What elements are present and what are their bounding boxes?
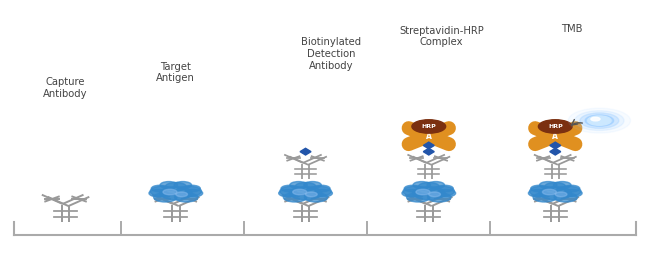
Circle shape	[314, 185, 330, 192]
Text: Streptavidin-HRP
Complex: Streptavidin-HRP Complex	[399, 26, 484, 47]
Text: Capture
Antibody: Capture Antibody	[44, 77, 88, 99]
Polygon shape	[550, 148, 561, 155]
Circle shape	[585, 115, 614, 126]
Circle shape	[280, 186, 305, 197]
Circle shape	[151, 185, 168, 192]
Circle shape	[416, 189, 430, 195]
Circle shape	[407, 193, 430, 202]
Circle shape	[404, 185, 421, 192]
Text: A: A	[426, 132, 432, 141]
Circle shape	[412, 120, 446, 133]
Circle shape	[588, 116, 611, 125]
Polygon shape	[423, 148, 434, 155]
Circle shape	[539, 187, 571, 200]
Circle shape	[150, 186, 176, 197]
Text: Target
Antigen: Target Antigen	[157, 62, 195, 83]
Circle shape	[418, 183, 439, 191]
Circle shape	[437, 190, 456, 197]
Circle shape	[530, 186, 555, 197]
Circle shape	[292, 189, 307, 195]
Circle shape	[545, 183, 566, 191]
Circle shape	[175, 193, 198, 202]
Circle shape	[304, 193, 328, 202]
Circle shape	[538, 120, 572, 133]
Circle shape	[295, 183, 316, 191]
Text: HRP: HRP	[548, 124, 563, 129]
Circle shape	[428, 193, 451, 202]
Circle shape	[160, 181, 177, 188]
Circle shape	[290, 181, 307, 188]
Circle shape	[531, 185, 547, 192]
Text: TMB: TMB	[561, 24, 582, 34]
Circle shape	[304, 181, 321, 188]
Circle shape	[437, 185, 453, 192]
Circle shape	[153, 193, 177, 202]
Circle shape	[564, 190, 582, 197]
Circle shape	[427, 181, 445, 188]
Circle shape	[580, 113, 619, 128]
Circle shape	[429, 192, 441, 197]
Circle shape	[540, 181, 557, 188]
Circle shape	[591, 117, 600, 121]
Circle shape	[542, 189, 556, 195]
Circle shape	[568, 108, 630, 133]
Circle shape	[306, 192, 317, 197]
Text: Biotinylated
Detection
Antibody: Biotinylated Detection Antibody	[302, 37, 361, 70]
Circle shape	[528, 190, 547, 197]
Circle shape	[184, 185, 200, 192]
Circle shape	[555, 186, 581, 197]
Circle shape	[413, 181, 430, 188]
Circle shape	[306, 186, 332, 197]
Circle shape	[314, 190, 332, 197]
Text: A: A	[552, 132, 558, 141]
Polygon shape	[300, 148, 311, 155]
Circle shape	[184, 190, 203, 197]
Circle shape	[289, 187, 322, 200]
Circle shape	[176, 192, 187, 197]
Polygon shape	[550, 142, 561, 149]
Circle shape	[149, 190, 168, 197]
Circle shape	[174, 181, 192, 188]
Circle shape	[283, 193, 307, 202]
Circle shape	[279, 190, 297, 197]
Circle shape	[575, 111, 624, 131]
Circle shape	[159, 187, 192, 200]
Circle shape	[176, 186, 202, 197]
Circle shape	[564, 185, 580, 192]
Circle shape	[413, 187, 445, 200]
Polygon shape	[423, 142, 434, 149]
Text: HRP: HRP	[421, 124, 436, 129]
Circle shape	[554, 193, 577, 202]
Circle shape	[554, 181, 571, 188]
Circle shape	[429, 186, 454, 197]
Circle shape	[533, 193, 556, 202]
Circle shape	[165, 183, 187, 191]
Circle shape	[403, 186, 429, 197]
Circle shape	[163, 189, 177, 195]
Circle shape	[555, 192, 567, 197]
Circle shape	[402, 190, 421, 197]
Circle shape	[281, 185, 297, 192]
